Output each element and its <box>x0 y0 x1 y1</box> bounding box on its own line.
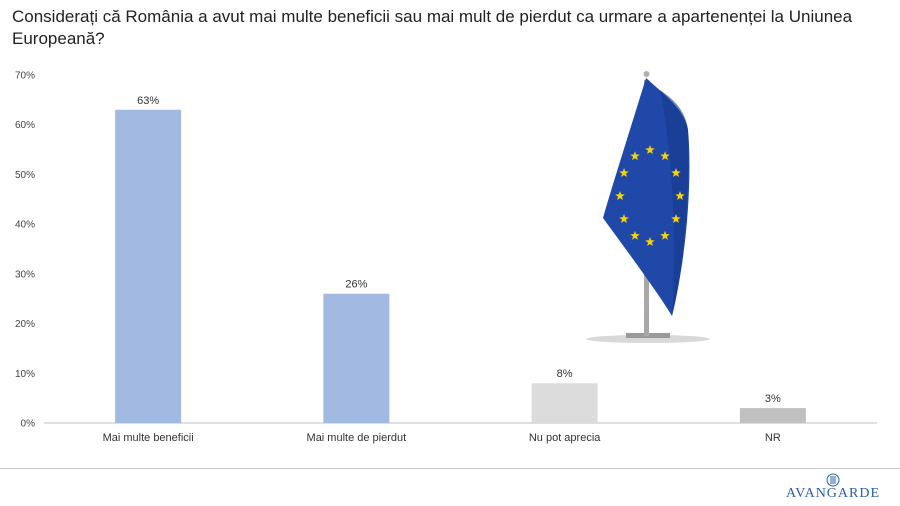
y-tick-label: 30% <box>15 269 35 280</box>
avangarde-logo-icon <box>826 473 840 487</box>
star-icon <box>619 214 629 223</box>
star-icon <box>630 230 640 240</box>
eu-flag-icon <box>586 71 710 343</box>
brand-logo: AVANGARDE <box>778 473 888 503</box>
brand-name: AVANGARDE <box>785 486 881 501</box>
star-icon <box>671 168 681 177</box>
star-icon <box>645 145 655 154</box>
y-tick-label: 70% <box>15 71 35 82</box>
bar <box>323 293 390 423</box>
y-tick-label: 40% <box>15 220 35 231</box>
bar <box>531 383 598 423</box>
y-tick-label: 60% <box>15 120 35 131</box>
footer-divider <box>0 468 900 469</box>
flag-stars <box>615 145 685 246</box>
x-category-label: Mai multe beneficii <box>103 432 194 444</box>
bar <box>739 408 806 423</box>
star-icon <box>675 191 685 200</box>
y-tick-label: 20% <box>15 319 35 330</box>
chart-title: Considerați că România a avut mai multe … <box>12 7 853 48</box>
star-icon <box>671 214 681 223</box>
x-category-label: Nu pot aprecia <box>529 432 601 444</box>
star-icon <box>660 230 670 240</box>
star-icon <box>660 151 670 161</box>
y-tick-label: 0% <box>21 419 36 430</box>
star-icon <box>645 237 655 246</box>
y-tick-label: 10% <box>15 369 35 380</box>
bar-chart: 0% 10% 20% 30% 40% 50% 60% 70% 63% Mai multe ben… <box>15 71 877 444</box>
data-label: 26% <box>345 279 367 291</box>
star-icon <box>630 151 640 161</box>
x-category-label: Mai multe de pierdut <box>307 432 407 444</box>
y-tick-label: 50% <box>15 170 35 181</box>
star-icon <box>619 168 629 177</box>
x-category-label: NR <box>765 432 781 444</box>
bar <box>115 109 182 424</box>
bars: 63% Mai multe beneficii 26% Mai multe de pi… <box>103 95 806 444</box>
data-label: 3% <box>765 393 781 405</box>
data-label: 8% <box>557 368 573 380</box>
star-icon <box>615 191 625 200</box>
y-axis-ticks: 0% 10% 20% 30% 40% 50% 60% 70% <box>15 71 35 430</box>
data-label: 63% <box>137 95 159 107</box>
